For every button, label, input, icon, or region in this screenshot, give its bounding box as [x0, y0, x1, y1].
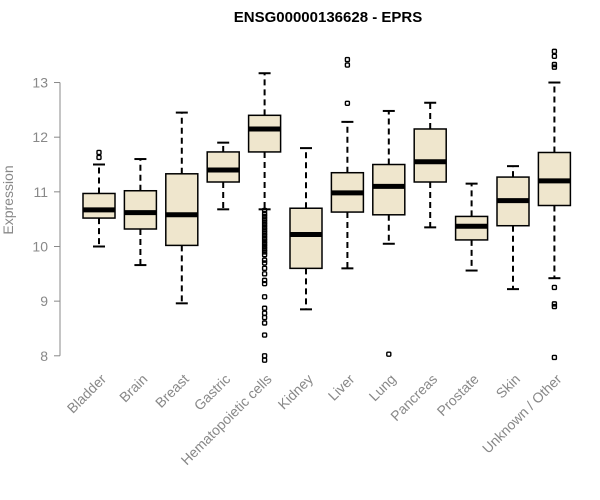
iqr-box	[123, 189, 158, 230]
outlier-point	[386, 351, 392, 357]
outlier-point	[261, 249, 268, 255]
y-axis-label: Expression	[0, 165, 16, 234]
box-group	[247, 72, 282, 363]
outlier-point	[261, 305, 268, 311]
outlier-point	[551, 48, 558, 55]
box-group	[537, 48, 572, 361]
outlier-point	[551, 301, 558, 307]
x-category-label: Lung	[366, 371, 399, 404]
outlier-point	[344, 62, 351, 68]
outlier-point	[261, 320, 268, 326]
box-group	[82, 149, 116, 248]
outlier-point	[261, 230, 268, 236]
y-tick-label: 11	[33, 184, 48, 200]
iqr-box	[206, 151, 240, 183]
outlier-point	[261, 280, 268, 287]
x-category-label: Liver	[325, 371, 358, 404]
chart-title: ENSG00000136628 - EPRS	[234, 9, 422, 26]
outlier-point	[261, 232, 268, 239]
box-group	[413, 101, 447, 229]
outlier-point	[261, 235, 268, 241]
y-tick-label: 8	[40, 348, 48, 364]
box-group	[454, 182, 489, 272]
box-group	[330, 56, 365, 270]
outlier-point	[261, 310, 268, 316]
outlier-point	[551, 53, 558, 59]
box-group	[372, 109, 406, 357]
outlier-point	[96, 154, 102, 161]
outlier-point	[261, 246, 268, 252]
box-layer	[82, 48, 572, 363]
iqr-box	[372, 163, 406, 216]
outlier-point	[551, 303, 558, 310]
box-group	[165, 111, 199, 305]
outlier-point	[261, 224, 268, 231]
outlier-point	[261, 219, 268, 225]
outlier-point	[261, 241, 268, 247]
outlier-point	[261, 257, 268, 263]
y-tick-label: 12	[32, 129, 48, 145]
y-tick-label: 13	[32, 75, 48, 91]
outlier-point	[261, 353, 268, 359]
outlier-point	[551, 64, 558, 70]
iqr-box	[82, 192, 116, 219]
x-category-label: Kidney	[275, 371, 317, 413]
box-group	[206, 141, 240, 211]
outlier-point	[261, 210, 268, 217]
outlier-point	[261, 207, 268, 214]
x-category-label: Brain	[116, 371, 150, 405]
outlier-point	[261, 221, 268, 228]
outlier-point	[96, 149, 102, 156]
outlier-point	[551, 284, 558, 291]
outlier-point	[261, 243, 268, 250]
x-category-label: Breast	[152, 371, 192, 411]
outlier-point	[261, 314, 268, 321]
outlier-point	[344, 100, 351, 106]
outlier-point	[261, 238, 268, 244]
box-group	[289, 147, 323, 311]
outlier-point	[551, 354, 558, 361]
x-category-label: Prostate	[434, 371, 482, 419]
iqr-box	[289, 207, 323, 270]
outlier-point	[261, 265, 268, 272]
y-tick-label: 9	[40, 293, 48, 309]
iqr-box	[247, 114, 282, 153]
x-category-label: Unknown / Other	[479, 371, 565, 457]
box-group	[496, 165, 530, 291]
box-group	[123, 158, 158, 267]
outlier-point	[261, 294, 268, 300]
outlier-point	[261, 357, 268, 363]
outlier-point	[261, 271, 268, 277]
iqr-box	[165, 173, 199, 247]
outlier-point	[261, 227, 268, 233]
outlier-point	[261, 251, 268, 258]
outlier-point	[261, 216, 268, 222]
outlier-point	[261, 260, 268, 266]
outlier-point	[551, 61, 558, 68]
x-category-label: Skin	[493, 371, 524, 402]
outlier-point	[261, 332, 268, 338]
iqr-box	[413, 128, 447, 183]
y-tick-label: 10	[32, 238, 48, 254]
outlier-point	[261, 213, 268, 220]
outlier-point	[344, 56, 351, 63]
x-category-label: Bladder	[64, 371, 110, 417]
y-axis: 8 9 10 11 12 13	[32, 75, 61, 364]
outlier-point	[261, 277, 268, 284]
